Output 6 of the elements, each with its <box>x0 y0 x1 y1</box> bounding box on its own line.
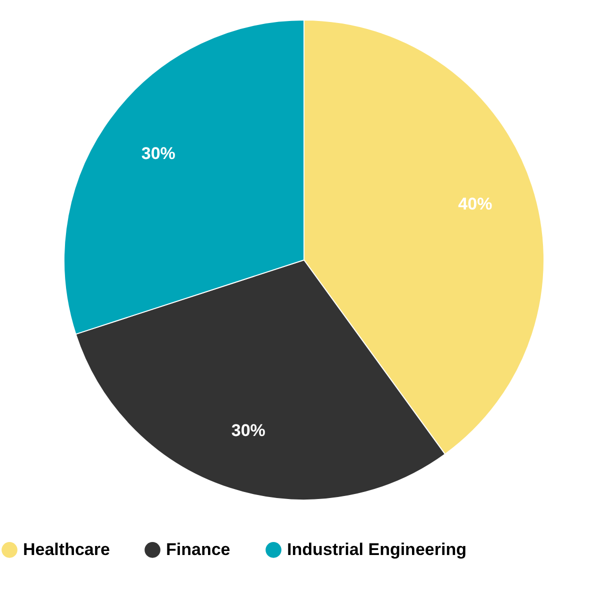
data-label: 40% <box>458 194 492 214</box>
legend-label: Industrial Engineering <box>287 540 466 559</box>
legend-label: Healthcare <box>23 540 110 559</box>
data-label: 30% <box>231 421 266 440</box>
legend-label: Finance <box>166 540 230 559</box>
data-label: 30% <box>141 144 176 164</box>
